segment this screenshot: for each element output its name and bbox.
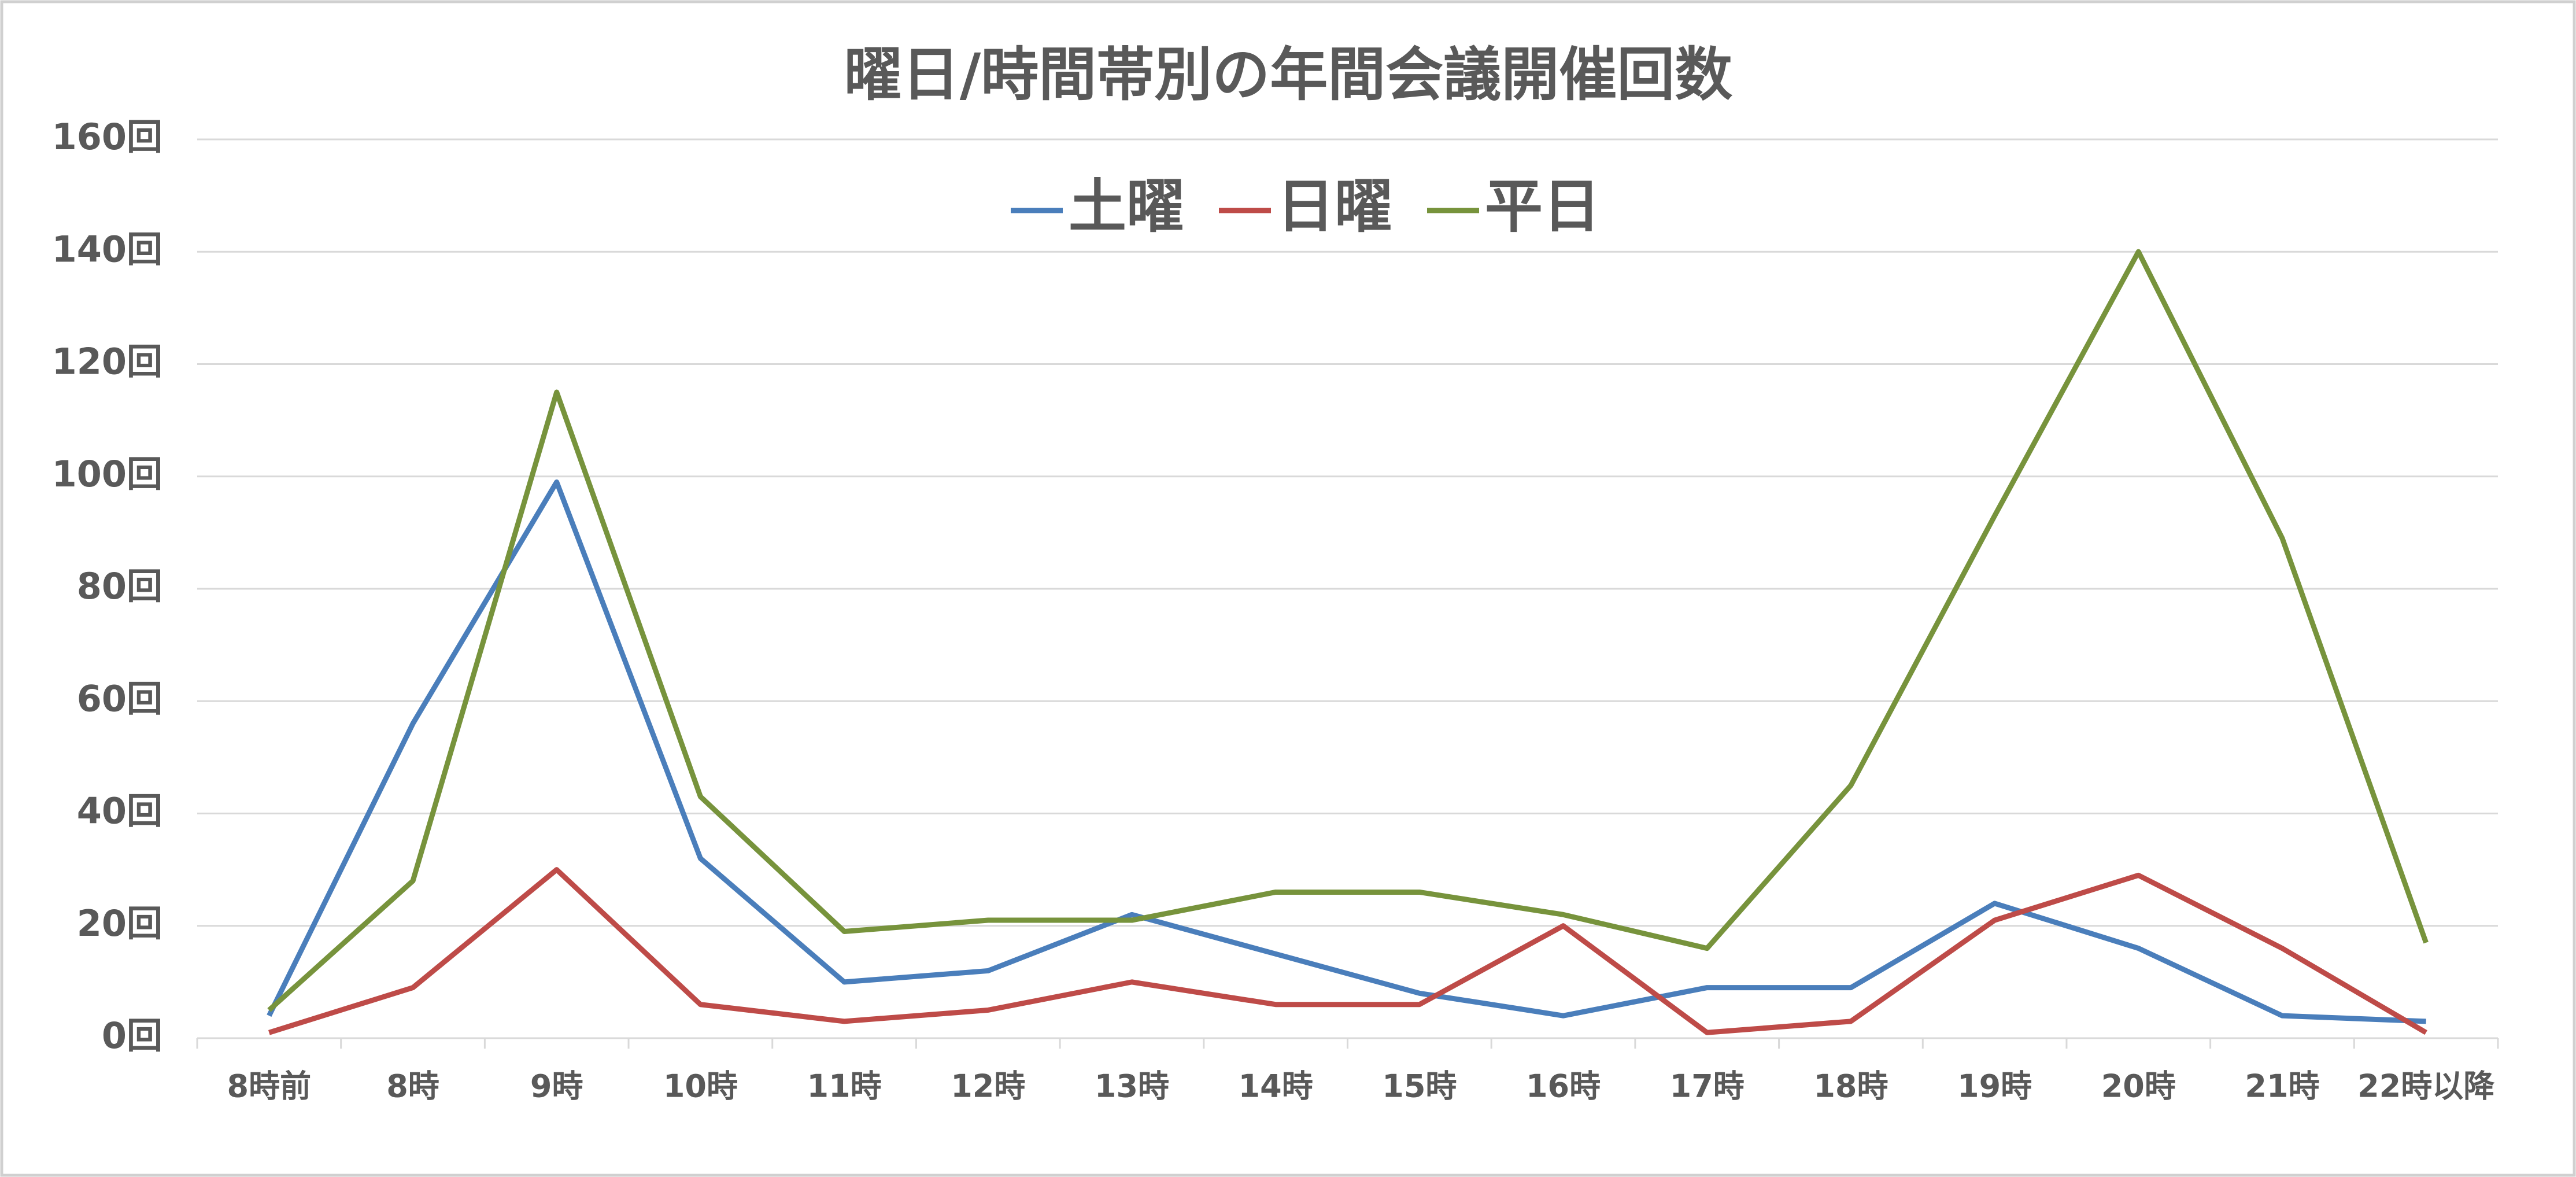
y-tick-label: 120回 bbox=[52, 341, 162, 383]
chart-title: 曜日/時間帯別の年間会議開催回数 bbox=[844, 40, 1733, 108]
x-tick-label: 16時 bbox=[1526, 1068, 1601, 1105]
x-tick-label: 13時 bbox=[1095, 1068, 1169, 1105]
y-tick-label: 60回 bbox=[77, 677, 162, 720]
data-line bbox=[267, 249, 2429, 1012]
x-tick-label: 8時 bbox=[386, 1068, 439, 1105]
legend-label: 土曜 bbox=[1069, 172, 1184, 240]
data-line bbox=[267, 479, 2426, 1024]
x-tick-label: 18時 bbox=[1813, 1068, 1888, 1105]
x-tick-label: 8時前 bbox=[227, 1068, 312, 1105]
x-tick-label: 21時 bbox=[2245, 1068, 2319, 1105]
x-tick-label: 11時 bbox=[807, 1068, 882, 1105]
y-tick-label: 20回 bbox=[77, 902, 162, 944]
legend-label: 日曜 bbox=[1277, 172, 1392, 240]
x-tick-label: 19時 bbox=[1957, 1068, 2032, 1105]
y-tick-label: 100回 bbox=[52, 453, 162, 495]
y-tick-label: 40回 bbox=[77, 790, 162, 832]
x-tick-label: 17時 bbox=[1670, 1068, 1745, 1105]
legend-label: 平日 bbox=[1485, 172, 1601, 240]
y-tick-label: 140回 bbox=[52, 228, 162, 270]
x-tick-label: 14時 bbox=[1239, 1068, 1313, 1105]
x-tick-label: 22時以降 bbox=[2357, 1068, 2494, 1105]
y-tick-label: 80回 bbox=[77, 565, 162, 607]
x-tick-label: 15時 bbox=[1382, 1068, 1457, 1105]
x-tick-label: 12時 bbox=[951, 1068, 1025, 1105]
x-tick-label: 9時 bbox=[530, 1068, 583, 1105]
y-tick-label: 160回 bbox=[52, 116, 162, 158]
data-line bbox=[268, 867, 2427, 1035]
x-tick-label: 10時 bbox=[663, 1068, 738, 1105]
x-tick-label: 20時 bbox=[2101, 1068, 2176, 1105]
y-tick-label: 0回 bbox=[102, 1014, 162, 1057]
